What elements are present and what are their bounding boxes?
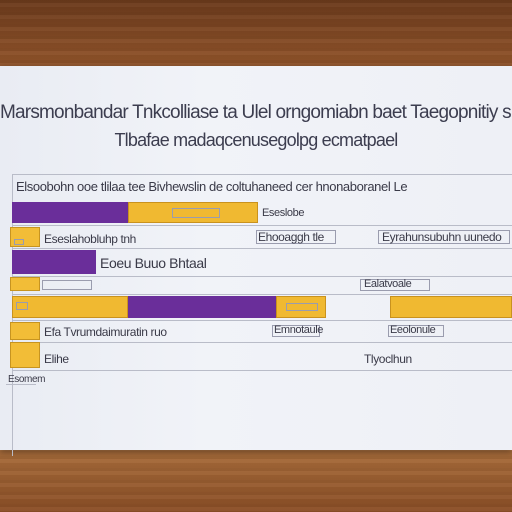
cell-text: Efa Tvrumdaimuratin ruo (44, 325, 167, 339)
cell-text: Emnotaule (274, 324, 323, 336)
cell-text: Ealatvoale (364, 278, 412, 290)
cell-text: Elihe (44, 352, 69, 366)
table-footer: Esomem (8, 374, 46, 385)
document-title: Marsmonbandar Tnkcolliase ta Ulel orngom… (0, 102, 512, 123)
cell-text: Eyrahunsubuhn uunedo (382, 230, 502, 244)
paper-sheet: Marsmonbandar Tnkcolliase ta Ulel orngom… (0, 66, 512, 456)
cell-text: Eeolonule (390, 324, 436, 336)
cell-text: Eoeu Buuo Bhtaal (100, 255, 207, 271)
cell-text: Eseslahobluhp tnh (44, 232, 136, 246)
cell-text: Tlyoclhun (364, 352, 412, 366)
header-text: Elsoobohn ooe tlilaa tee Bivhewslin de c… (16, 179, 408, 194)
cell-text: Eseslobe (262, 207, 305, 219)
document-subtitle: Tlbafae madaqcenusegolpg ecmatpael (114, 130, 398, 150)
cell-text: Ehooaggh tle (258, 230, 324, 244)
